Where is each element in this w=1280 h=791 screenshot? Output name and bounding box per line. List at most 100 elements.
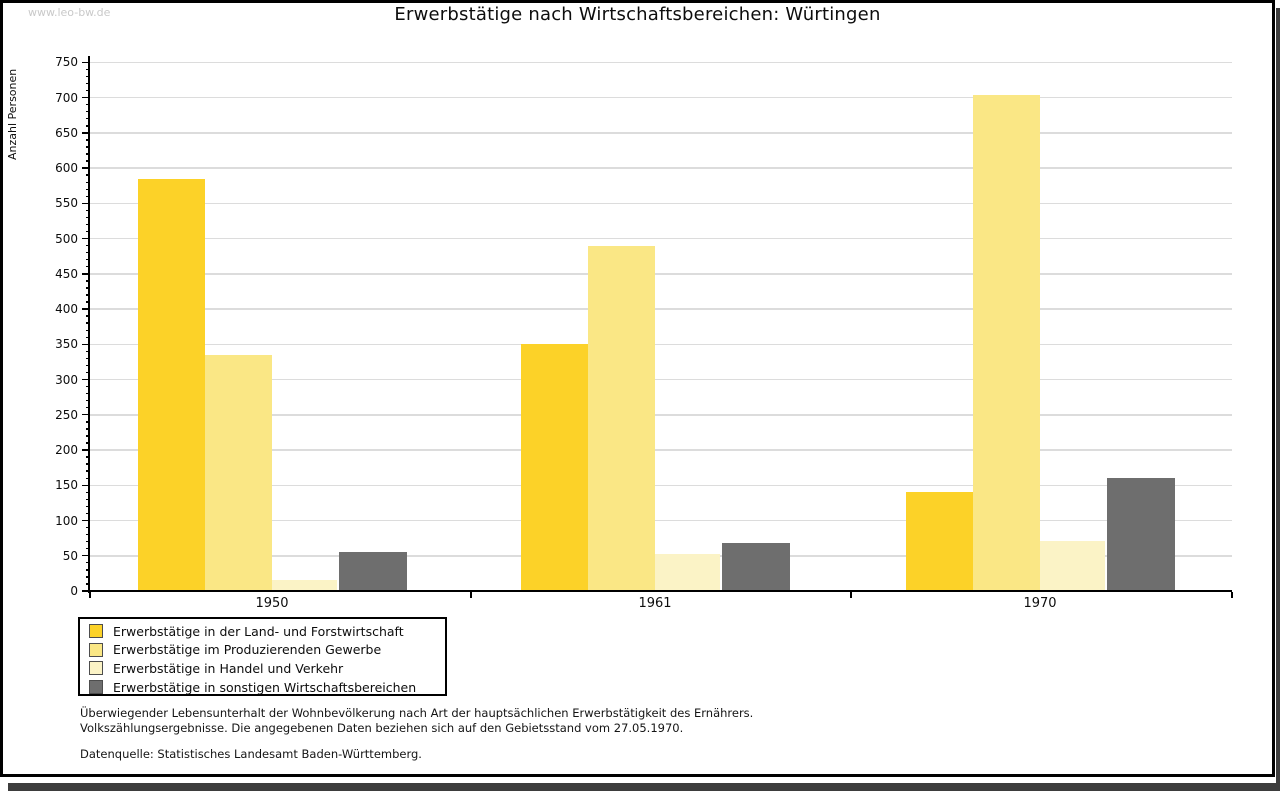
legend-swatch-icon [89, 642, 103, 657]
legend-label: Erwerbstätige im Produzierenden Gewerbe [113, 642, 382, 658]
y-axis-minor-tick [85, 125, 90, 127]
legend-swatch-icon [89, 680, 103, 695]
y-axis-minor-tick [85, 223, 90, 226]
y-tick-label: 300 [55, 372, 78, 387]
legend-swatch-icon [89, 624, 103, 639]
y-axis-major-tick [82, 308, 90, 310]
footnote-line-1: Überwiegender Lebensunterhalt der Wohnbe… [80, 706, 754, 720]
y-axis-minor-tick [85, 315, 90, 317]
y-axis-minor-tick [85, 371, 90, 374]
y-axis-minor-tick [85, 463, 90, 465]
y-axis-minor-tick [85, 392, 90, 395]
y-axis-minor-tick [85, 195, 90, 197]
y-axis-minor-tick [85, 244, 90, 247]
y-axis-major-tick [82, 96, 90, 99]
y-tick-label: 50 [62, 548, 78, 563]
y-axis-minor-tick [85, 111, 90, 113]
legend-box: Erwerbstätige in der Land- und Forstwirt… [78, 617, 447, 696]
y-tick-label: 750 [55, 55, 78, 70]
gridline [90, 167, 1232, 169]
y-axis-major-tick [82, 273, 90, 275]
legend-label: Erwerbstätige in sonstigen Wirtschaftsbe… [113, 679, 417, 695]
y-tick-label: 600 [55, 161, 78, 176]
y-axis-major-tick [82, 343, 90, 345]
y-axis-minor-tick [85, 181, 90, 183]
y-tick-label: 100 [55, 513, 78, 528]
y-axis-minor-tick [85, 287, 90, 289]
y-axis-minor-tick [85, 68, 90, 71]
y-axis-minor-tick [85, 174, 90, 176]
bar-1961-series-1 [520, 344, 588, 591]
gridline [90, 414, 1232, 416]
y-axis-minor-tick [85, 576, 90, 578]
footnote-source: Datenquelle: Statistisches Landesamt Bad… [80, 747, 422, 761]
x-tick-label: 1961 [638, 596, 672, 611]
y-axis-minor-tick [85, 477, 90, 479]
y-axis-minor-tick [85, 512, 90, 515]
bar-1970-series-3 [1040, 540, 1105, 591]
gridline [90, 378, 1232, 381]
y-axis-major-tick [82, 414, 90, 416]
y-tick-label: 400 [55, 302, 78, 317]
x-axis-line [88, 590, 1232, 593]
bar-1970-series-2 [972, 94, 1040, 591]
y-axis-minor-tick [85, 259, 90, 261]
y-axis-minor-tick [85, 266, 90, 268]
y-axis-line [88, 56, 91, 593]
y-tick-label: 350 [55, 337, 78, 352]
gridline [90, 308, 1232, 310]
gridline [90, 343, 1232, 346]
y-axis-major-tick [82, 555, 90, 557]
legend-label: Erwerbstätige in Handel und Verkehr [113, 660, 344, 676]
y-axis-minor-tick [85, 407, 90, 409]
watermark-url: www.leo-bw.de [28, 6, 111, 19]
footnotes: Überwiegender Lebensunterhalt der Wohnbe… [80, 706, 753, 762]
gridline [90, 484, 1232, 487]
gridline [90, 519, 1232, 522]
y-tick-label: 150 [55, 478, 78, 493]
y-axis-minor-tick [85, 294, 90, 296]
bar-1961-series-4 [722, 543, 790, 591]
y-tick-label: 650 [55, 125, 78, 140]
drop-shadow-right [1276, 8, 1280, 791]
y-axis-minor-tick [85, 251, 90, 254]
drop-shadow-bottom [8, 783, 1280, 791]
y-axis-minor-tick [85, 435, 90, 437]
gridline [90, 96, 1232, 99]
y-axis-major-tick [82, 484, 90, 486]
bar-1970-series-4 [1107, 478, 1175, 591]
x-axis-tick [850, 592, 853, 598]
y-axis-minor-tick [85, 364, 90, 367]
chart-page: www.leo-bw.de Erwerbstätige nach Wirtsch… [6, 4, 1233, 762]
y-axis-minor-tick [85, 209, 90, 212]
bar-1950-series-2 [204, 354, 272, 591]
gridline [90, 449, 1232, 451]
gridline [90, 237, 1232, 240]
legend-swatch-icon [89, 661, 103, 676]
y-axis-minor-tick [85, 421, 90, 423]
y-axis-minor-tick [85, 400, 90, 402]
y-tick-label: 550 [55, 196, 78, 211]
y-axis-minor-tick [85, 357, 90, 360]
y-axis-minor-tick [85, 385, 90, 388]
y-axis-minor-tick [85, 548, 90, 550]
y-axis-minor-tick [85, 103, 90, 106]
bar-1950-series-3 [272, 580, 337, 591]
legend-item-2: Erwerbstätige im Produzierenden Gewerbe [80, 641, 445, 660]
y-axis-minor-tick [85, 160, 90, 162]
y-axis-minor-tick [85, 153, 90, 155]
y-axis-minor-tick [85, 280, 90, 282]
x-axis-tick [1231, 592, 1233, 598]
y-axis-minor-tick [85, 569, 90, 571]
y-axis-minor-tick [85, 505, 90, 508]
gridline [90, 202, 1232, 205]
y-axis-major-tick [82, 519, 90, 522]
y-tick-label: 700 [55, 90, 78, 105]
legend-item-3: Erwerbstätige in Handel und Verkehr [80, 659, 445, 678]
y-axis-minor-tick [85, 322, 90, 324]
y-axis-minor-tick [85, 428, 90, 430]
x-axis-tick [469, 592, 472, 598]
y-axis-major-tick [82, 449, 90, 451]
legend-item-1: Erwerbstätige in der Land- und Forstwirt… [80, 622, 445, 641]
y-axis-minor-tick [85, 75, 90, 78]
